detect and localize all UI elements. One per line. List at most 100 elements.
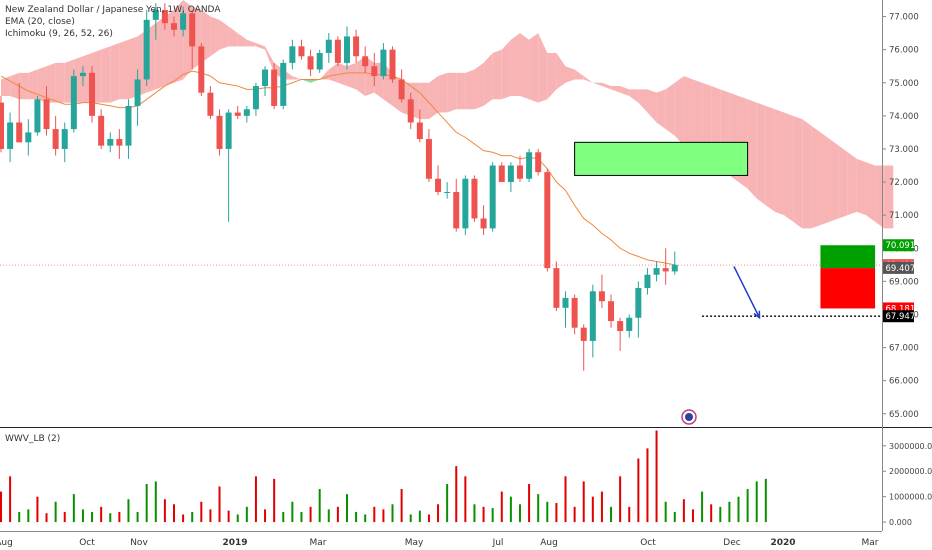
- candle-body: [571, 297, 578, 328]
- symbol-title[interactable]: New Zealand Dollar / Japanese Yen, 1W, O…: [5, 5, 221, 15]
- target-box: [820, 245, 876, 269]
- ichimoku-cloud-segment: [474, 62, 484, 110]
- ichimoku-cloud-segment: [829, 139, 839, 222]
- ichimoku-cloud-segment: [501, 39, 511, 100]
- ichimoku-cloud-segment: [565, 66, 575, 83]
- ichimoku-cloud-segment: [1, 76, 11, 96]
- volume-tick-label: 0.000: [889, 518, 912, 527]
- candle-body: [371, 66, 378, 77]
- ichimoku-cloud-segment: [10, 72, 20, 100]
- candle-body: [516, 165, 523, 179]
- candle-body: [207, 92, 214, 116]
- candle-body: [243, 109, 250, 116]
- supply-zone-box: [574, 141, 749, 176]
- ichimoku-cloud-segment: [328, 62, 338, 83]
- candle-body: [0, 102, 4, 149]
- price-tick-label: 76.000: [889, 46, 919, 56]
- candle-body: [498, 165, 505, 183]
- candle-body: [416, 122, 423, 140]
- ichimoku-cloud-segment: [301, 79, 311, 83]
- ichimoku-cloud-segment: [346, 62, 357, 90]
- ichimoku-cloud-segment: [337, 62, 347, 87]
- candle-body: [507, 165, 514, 183]
- ichimoku-cloud-segment: [155, 16, 165, 90]
- candle-body: [61, 129, 68, 149]
- ichimoku-cloud-segment: [210, 16, 220, 57]
- time-tick-label: Mar: [310, 538, 327, 548]
- candle-body: [362, 56, 369, 67]
- candle-body: [70, 76, 77, 130]
- volume-tick-label: 2000000.000: [889, 467, 932, 476]
- ichimoku-cloud-segment: [692, 79, 703, 156]
- wwv-legend[interactable]: WWV_LB (2): [5, 434, 61, 444]
- price-tick-label: 66.000: [889, 377, 919, 387]
- ichimoku-cloud-segment: [820, 132, 830, 226]
- candle-body: [7, 122, 14, 149]
- candle-body: [544, 172, 551, 269]
- price-label-text: 67.947: [886, 312, 916, 322]
- ichimoku-cloud-segment: [46, 62, 56, 103]
- time-tick-label: Oct: [79, 538, 95, 548]
- candle-body: [189, 13, 196, 47]
- ema-legend[interactable]: EMA (20, close): [5, 17, 75, 27]
- ichimoku-cloud-segment: [647, 89, 657, 123]
- candle-body: [353, 36, 360, 57]
- candle-body: [343, 36, 350, 63]
- candle-body: [462, 178, 469, 229]
- ichimoku-cloud-segment: [255, 43, 266, 50]
- candle-body: [653, 268, 660, 275]
- ichimoku-cloud-segment: [838, 145, 848, 219]
- ichimoku-cloud-segment: [519, 33, 530, 100]
- candle-body: [125, 105, 132, 146]
- candle-body: [562, 297, 569, 308]
- stop-box: [820, 268, 876, 309]
- candle-body: [489, 165, 496, 229]
- price-tick-label: 75.000: [889, 79, 919, 89]
- price-tick-label: 67.000: [889, 344, 919, 354]
- candle-body: [480, 218, 487, 229]
- ichimoku-cloud-segment: [492, 49, 502, 100]
- ichimoku-cloud-segment: [620, 86, 630, 96]
- ichimoku-cloud-segment: [428, 76, 439, 120]
- ichimoku-cloud-segment: [583, 76, 593, 83]
- price-label-text: 69.407: [886, 264, 916, 274]
- ichimoku-cloud-segment: [456, 72, 466, 110]
- ichimoku-cloud-segment: [465, 69, 475, 110]
- ichimoku-cloud-segment: [811, 125, 821, 229]
- candle-body: [580, 327, 587, 341]
- candle-body: [471, 178, 478, 219]
- ichimoku-cloud-segment: [847, 152, 857, 216]
- candle-body: [34, 99, 41, 133]
- ichimoku-cloud-segment: [310, 79, 320, 83]
- ichimoku-cloud-segment: [356, 56, 366, 96]
- ichimoku-cloud-segment: [510, 33, 520, 96]
- ichimoku-cloud-segment: [438, 72, 448, 113]
- ichimoku-cloud-segment: [656, 89, 666, 130]
- ichimoku-cloud-segment: [856, 158, 866, 216]
- candle-body: [116, 139, 123, 146]
- time-tick-label: Aug: [540, 538, 558, 548]
- ichimoku-cloud-segment: [793, 115, 803, 229]
- time-tick-label: 2020: [770, 538, 795, 548]
- candle-body: [52, 129, 59, 149]
- ichimoku-legend[interactable]: Ichimoku (9, 26, 52, 26): [5, 29, 113, 39]
- time-tick-label: 2019: [222, 538, 247, 548]
- candle-body: [79, 72, 86, 77]
- ichimoku-cloud-segment: [447, 72, 457, 113]
- volume-tick-label: 1000000.000: [889, 493, 932, 502]
- candle-body: [298, 46, 305, 57]
- ema-line: [0, 70, 675, 266]
- time-tick-label: Oct: [640, 538, 656, 548]
- candle-body: [398, 79, 405, 100]
- candle-body: [325, 39, 332, 53]
- price-tick-label: 72.000: [889, 178, 919, 188]
- event-marker-dot: [685, 413, 693, 421]
- candle-body: [198, 46, 205, 93]
- price-tick-label: 65.000: [889, 410, 919, 420]
- candle-body: [307, 56, 314, 70]
- price-label-text: 70.091: [886, 241, 916, 251]
- ichimoku-cloud-segment: [110, 43, 120, 103]
- candle-body: [526, 152, 533, 179]
- price-label-bg: [883, 239, 914, 252]
